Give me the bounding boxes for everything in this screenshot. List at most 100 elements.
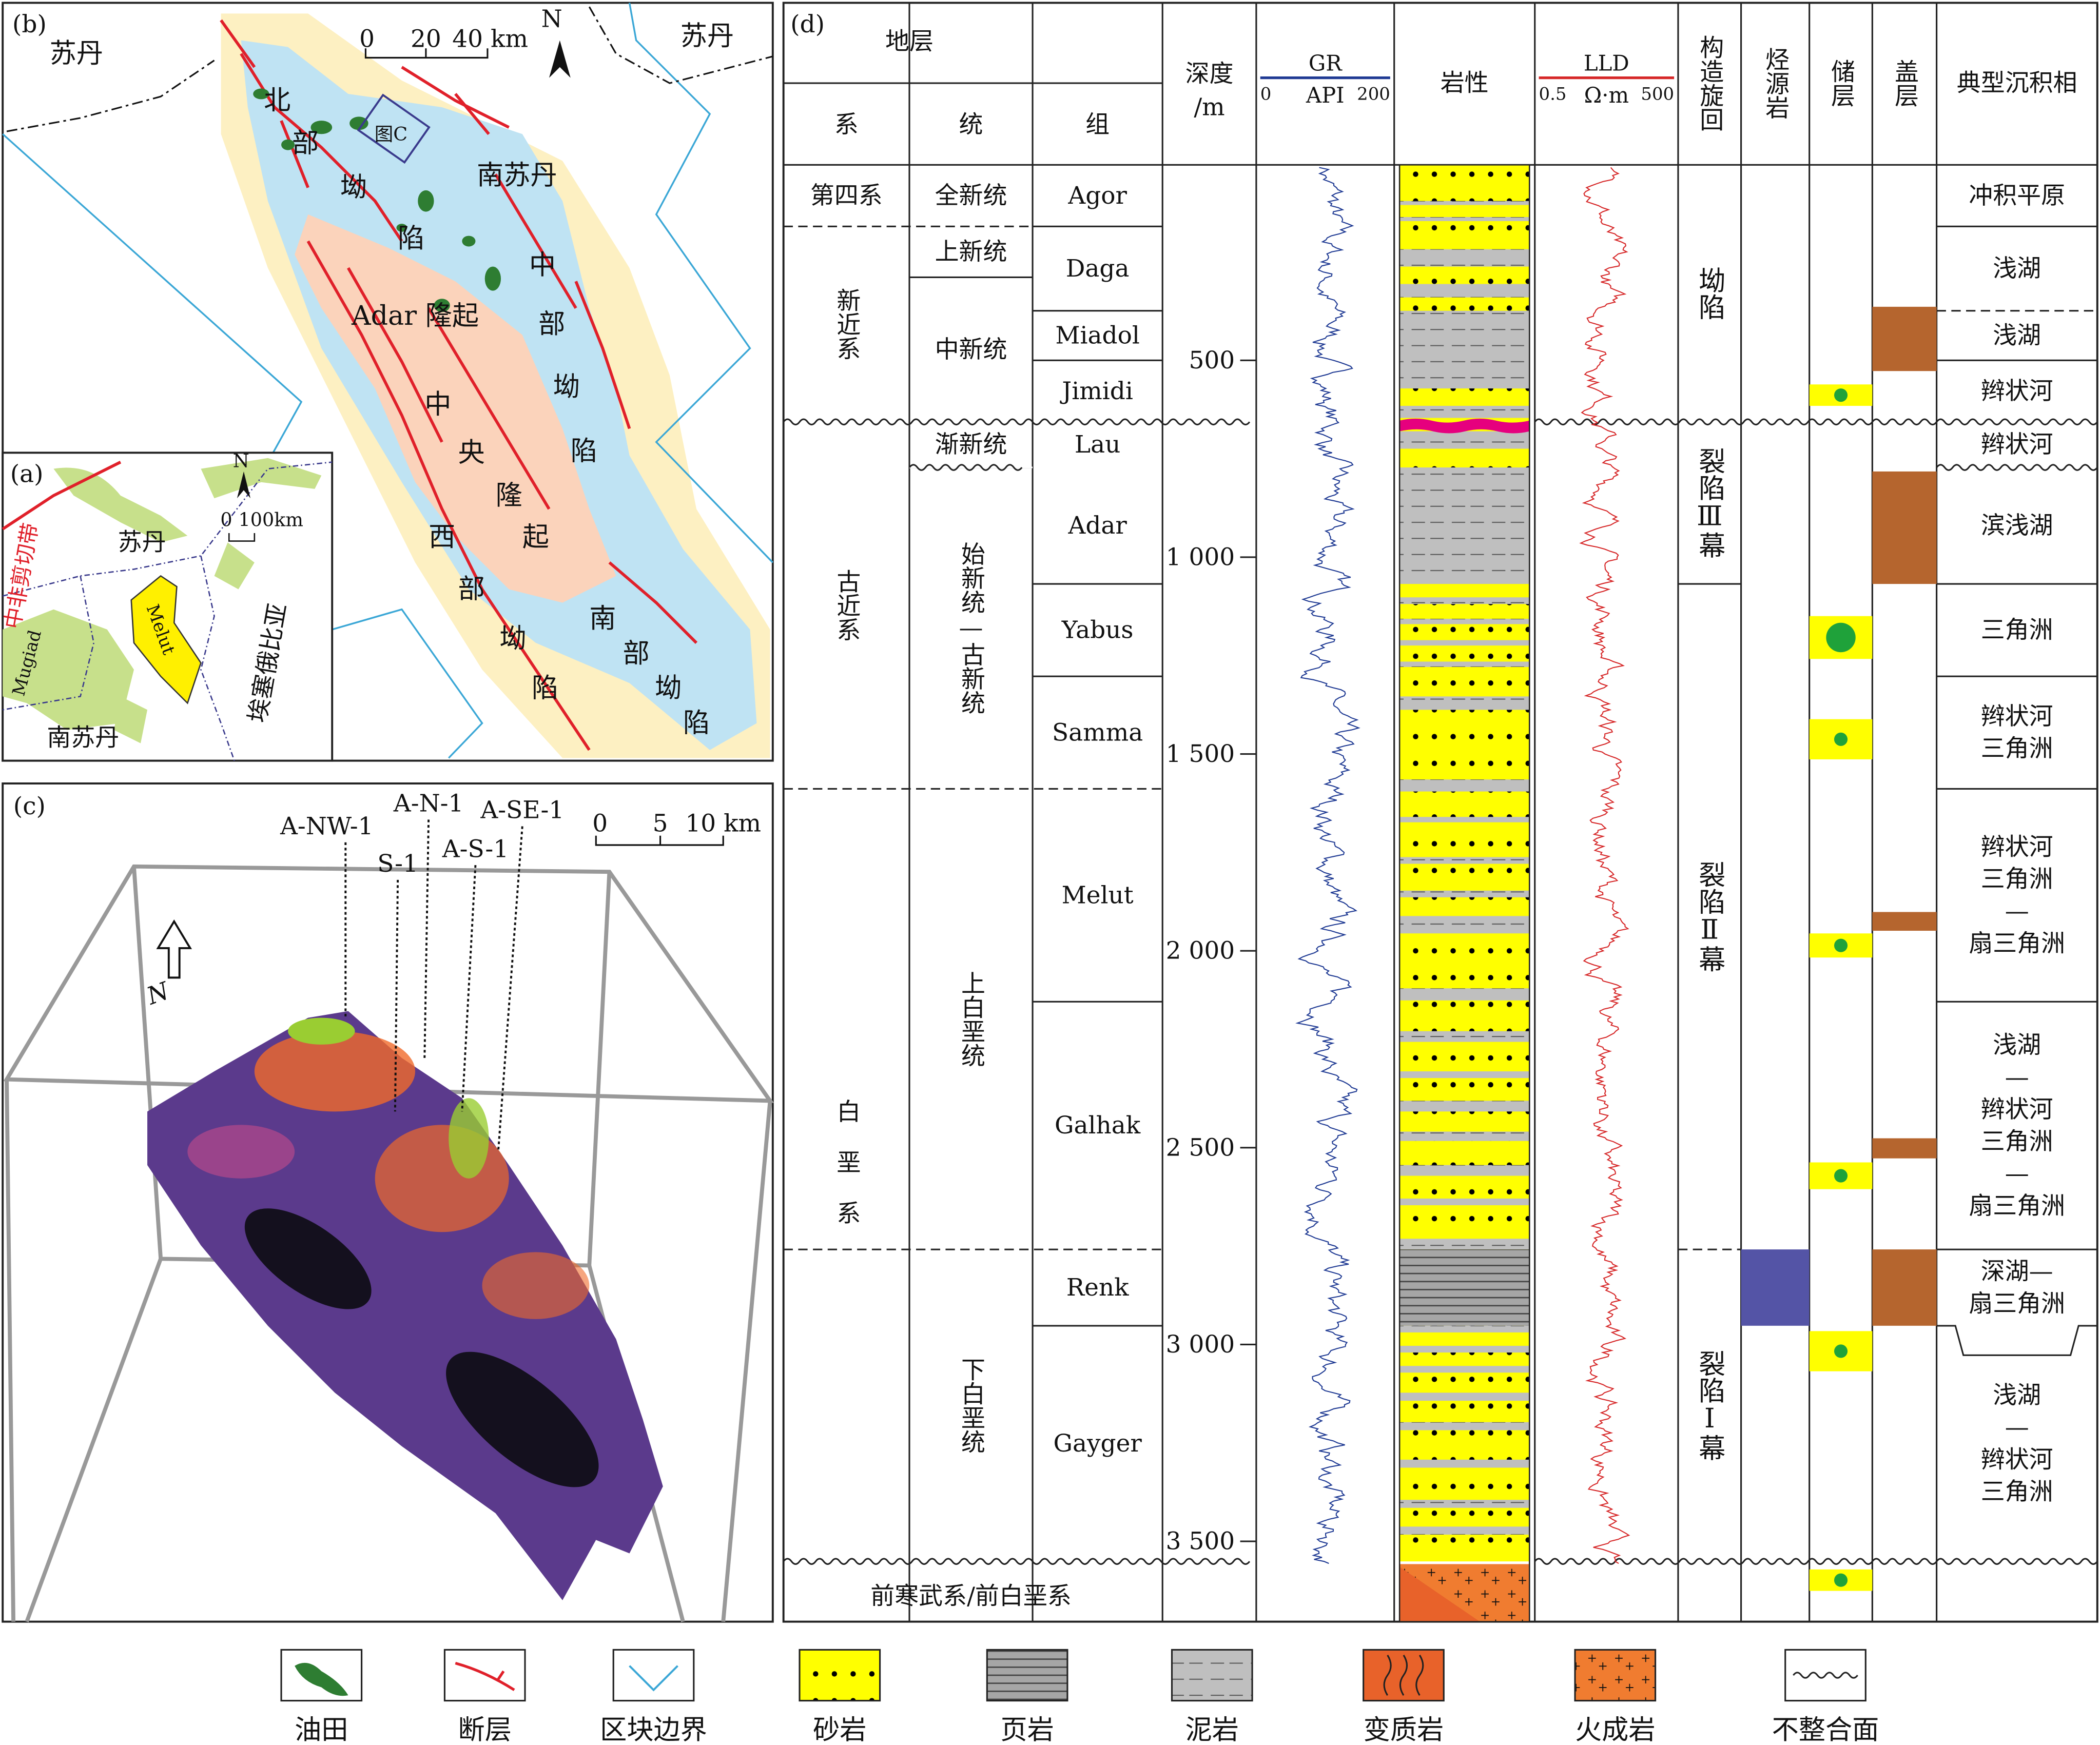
region-label: 部 [538,309,565,340]
legend: 油田 断层 区块边界 砂岩 页岩 泥岩 变质岩 火成岩 不整合面 [280,1649,1879,1745]
mudstone [1399,467,1530,584]
facies: 三角洲 [1981,735,2053,763]
log-name: GR [1309,50,1343,75]
formation: Jimidi [1060,377,1133,405]
well-label: A-S-1 [442,835,509,863]
cycle: 裂陷Ⅲ幕 [1694,447,1725,559]
mudstone [1399,431,1530,449]
north-arrow [549,40,571,78]
mudstone [1399,1346,1530,1353]
header: 典型沉积相 [1957,69,2077,97]
mudstone [1399,1500,1530,1508]
legend-label: 火成岩 [1575,1715,1656,1745]
gr-curve [1295,167,1360,1564]
series: 上白垩统 [957,971,985,1067]
mudstone [1399,284,1530,298]
country-label: 苏丹 [118,528,166,557]
unconformity [783,418,1251,426]
source-rock [1741,1249,1810,1326]
region-label: 起 [522,522,549,553]
log-scale: 0.5 [1539,84,1567,104]
region-label: 坳 [553,371,580,402]
mudstone [1399,640,1530,646]
facies: 扇三角洲 [1969,1192,2065,1220]
scale-label: 5 [653,810,668,838]
mudstone [1399,1459,1530,1468]
header: 系 [834,110,859,139]
log-scale: 500 [1641,84,1674,104]
system: 第四系 [810,182,883,210]
mudstone [1399,1422,1530,1430]
depth-label: 2 000 [1166,937,1235,965]
facies: 辫状河 [1981,430,2053,459]
series: 渐新统 [935,430,1007,459]
formation: Samma [1052,718,1143,747]
formation: Agor [1067,182,1127,210]
well-label: A-NW-1 [280,812,374,840]
well-trajectory [497,826,523,1152]
depth-label: 1 500 [1166,740,1235,768]
system: 古近系 [832,569,861,641]
depth-label: 500 [1189,346,1235,375]
country-label: 苏丹 [680,21,734,52]
header: 储层 [1827,59,1855,107]
log-unit: API [1306,83,1345,108]
facies: 浅湖 [1993,1381,2041,1409]
formation: Gayger [1053,1429,1142,1458]
region-label: 北 [264,85,290,116]
reservoir-dot [1834,1169,1848,1183]
country-label: 南苏丹 [47,724,119,752]
legend-icon [1383,1655,1424,1696]
unconformity [783,1558,1251,1565]
metamorphic [1399,1566,1480,1622]
log-name: LLD [1584,50,1629,75]
legend-swatch [612,1649,695,1702]
series: 上新统 [935,238,1007,266]
region-label: 陷 [683,708,710,739]
region-label: 陷 [532,673,558,704]
header: /m [1194,93,1224,122]
header: 深度 [1185,60,1234,88]
facies: 辫状河 [1981,377,2053,405]
cycle: 坳陷 [1694,267,1725,320]
log-scale: 0 [1260,84,1272,104]
region-label: 坳 [340,172,367,203]
scale-label: 10 km [685,810,761,838]
seal [1872,306,1937,371]
formation: Lau [1075,430,1120,459]
facies: — [2005,1414,2029,1442]
depth-label: 3 000 [1166,1330,1235,1359]
depth-label: 1 000 [1166,543,1235,571]
mudstone [1399,988,1530,1001]
legend-label: 区块边界 [600,1715,707,1745]
header: 烃源岩 [1761,47,1790,120]
system: 白垩系 [832,1099,861,1252]
region-label: 部 [623,638,650,669]
facies: 扇三角洲 [1969,929,2065,957]
legend-label: 油田 [295,1715,348,1745]
unconformity [1936,464,2098,471]
cycle: 裂陷Ⅰ幕 [1694,1350,1725,1461]
region-label: 部 [458,574,485,605]
region-label: 中 [529,250,556,281]
uplift [295,214,616,603]
formation: Daga [1066,254,1130,283]
oil-fields [253,88,501,312]
reservoir-dot [1834,732,1848,746]
mudstone [1399,249,1530,267]
legend-icon [295,1662,348,1696]
region-label: 隆 [496,480,522,511]
header: 统 [959,110,983,139]
well-trajectory [423,819,430,1058]
national-border [6,6,773,132]
facies: 冲积平原 [1969,182,2065,210]
unconformity [908,464,1023,471]
well-label: A-SE-1 [480,796,564,825]
formation: Miadol [1055,322,1139,350]
north-label: N [541,5,562,33]
mudstone [1399,857,1530,864]
mudstone [1399,597,1530,604]
legend-icon [1793,1672,1858,1679]
mudstone [1399,1239,1530,1250]
